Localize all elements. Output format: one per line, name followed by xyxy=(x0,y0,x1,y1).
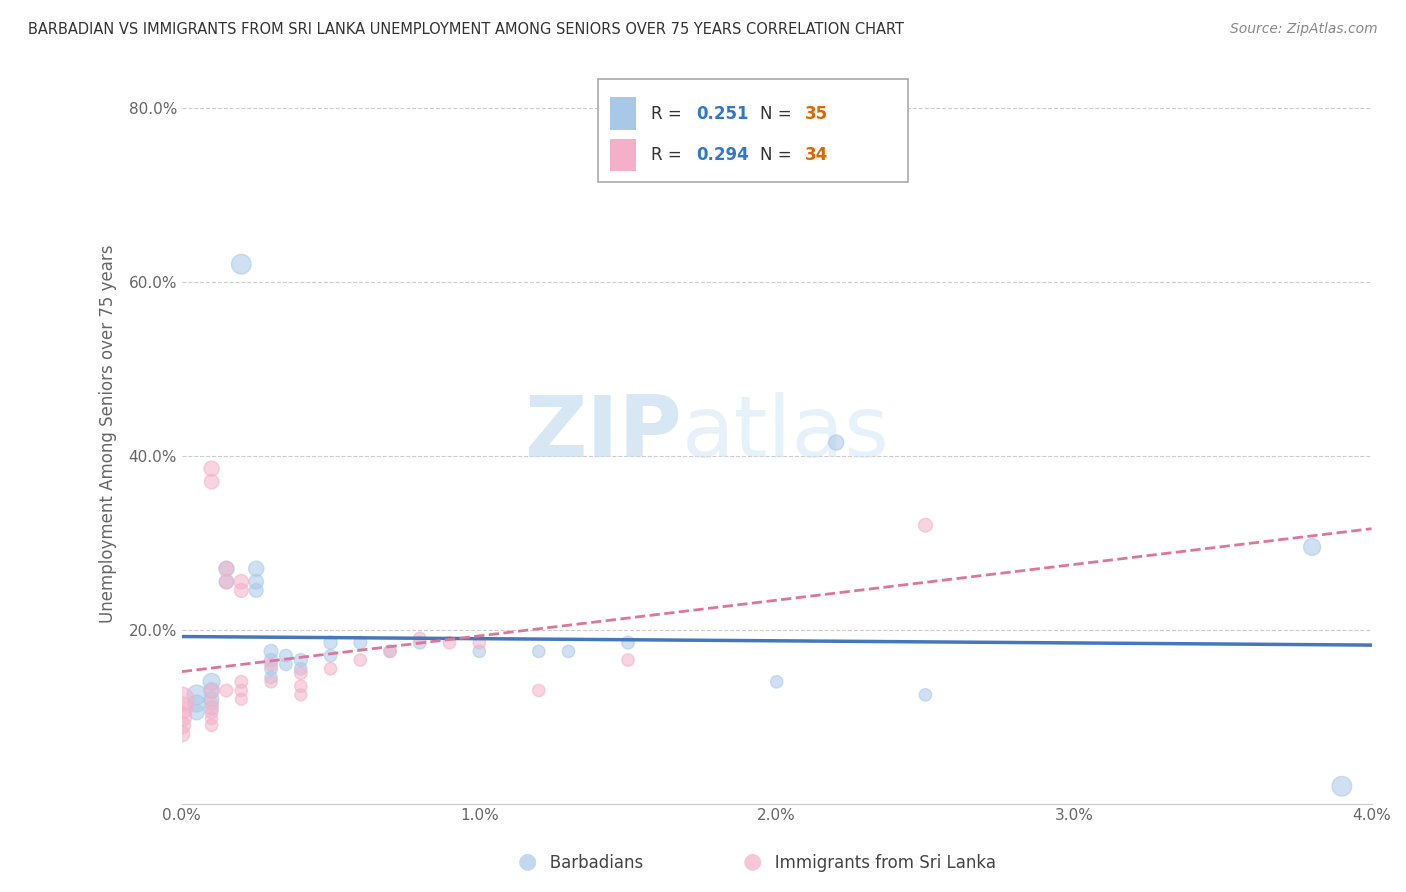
Text: R =: R = xyxy=(651,104,686,122)
Text: Immigrants from Sri Lanka: Immigrants from Sri Lanka xyxy=(759,855,997,872)
Point xyxy=(290,666,312,681)
Point xyxy=(409,635,432,649)
Point xyxy=(200,692,222,706)
Point xyxy=(170,709,193,723)
FancyBboxPatch shape xyxy=(599,78,908,182)
Point xyxy=(290,688,312,702)
Point xyxy=(290,679,312,693)
Point xyxy=(274,648,297,663)
Point xyxy=(215,574,238,589)
Point xyxy=(260,674,283,689)
FancyBboxPatch shape xyxy=(610,139,637,171)
Point xyxy=(170,701,193,715)
Point xyxy=(825,435,848,450)
Point xyxy=(409,632,432,646)
Point xyxy=(200,711,222,725)
Text: 35: 35 xyxy=(806,104,828,122)
Point xyxy=(170,718,193,732)
Point xyxy=(231,674,253,689)
Point xyxy=(200,705,222,719)
Point xyxy=(319,635,342,649)
Text: atlas: atlas xyxy=(682,392,890,475)
Point xyxy=(290,653,312,667)
Point xyxy=(200,475,222,489)
Point xyxy=(557,644,579,658)
Point xyxy=(200,683,222,698)
Point xyxy=(260,644,283,658)
Point xyxy=(914,688,936,702)
Point xyxy=(245,583,267,598)
Point xyxy=(231,583,253,598)
Text: Barbadians: Barbadians xyxy=(534,855,644,872)
Text: ●: ● xyxy=(742,852,762,871)
Point xyxy=(468,644,491,658)
Point xyxy=(319,662,342,676)
Text: 0.251: 0.251 xyxy=(696,104,748,122)
Point xyxy=(349,653,371,667)
Point xyxy=(468,635,491,649)
Point xyxy=(170,727,193,741)
Point xyxy=(260,670,283,684)
Text: 0.294: 0.294 xyxy=(696,146,748,164)
Point xyxy=(1330,779,1353,793)
Point xyxy=(215,574,238,589)
Point xyxy=(245,574,267,589)
Point xyxy=(186,688,208,702)
Point xyxy=(527,683,550,698)
Point xyxy=(200,461,222,475)
Point xyxy=(200,674,222,689)
Point xyxy=(617,653,640,667)
Point xyxy=(200,718,222,732)
Point xyxy=(215,683,238,698)
Point xyxy=(215,562,238,576)
Point xyxy=(319,648,342,663)
Text: ●: ● xyxy=(517,852,537,871)
Text: Source: ZipAtlas.com: Source: ZipAtlas.com xyxy=(1230,22,1378,37)
Point xyxy=(200,701,222,715)
Point xyxy=(617,635,640,649)
Text: N =: N = xyxy=(761,146,797,164)
Point xyxy=(349,635,371,649)
Text: R =: R = xyxy=(651,146,686,164)
Text: 34: 34 xyxy=(806,146,828,164)
Point xyxy=(231,257,253,271)
Point xyxy=(439,635,461,649)
Point xyxy=(170,692,193,706)
Point xyxy=(186,705,208,719)
Point xyxy=(260,662,283,676)
Point xyxy=(231,683,253,698)
Point xyxy=(186,697,208,711)
Point xyxy=(260,657,283,672)
Point xyxy=(527,644,550,658)
Point xyxy=(260,653,283,667)
Point xyxy=(378,644,401,658)
Text: N =: N = xyxy=(761,104,797,122)
Y-axis label: Unemployment Among Seniors over 75 years: Unemployment Among Seniors over 75 years xyxy=(100,244,117,624)
FancyBboxPatch shape xyxy=(610,97,637,130)
Point xyxy=(274,657,297,672)
Point xyxy=(231,692,253,706)
Point xyxy=(215,562,238,576)
Point xyxy=(200,683,222,698)
Point xyxy=(245,562,267,576)
Point xyxy=(231,574,253,589)
Point xyxy=(378,644,401,658)
Point xyxy=(914,518,936,533)
Point xyxy=(200,697,222,711)
Text: ZIP: ZIP xyxy=(524,392,682,475)
Point xyxy=(290,662,312,676)
Point xyxy=(1301,540,1323,554)
Text: BARBADIAN VS IMMIGRANTS FROM SRI LANKA UNEMPLOYMENT AMONG SENIORS OVER 75 YEARS : BARBADIAN VS IMMIGRANTS FROM SRI LANKA U… xyxy=(28,22,904,37)
Point xyxy=(765,674,787,689)
